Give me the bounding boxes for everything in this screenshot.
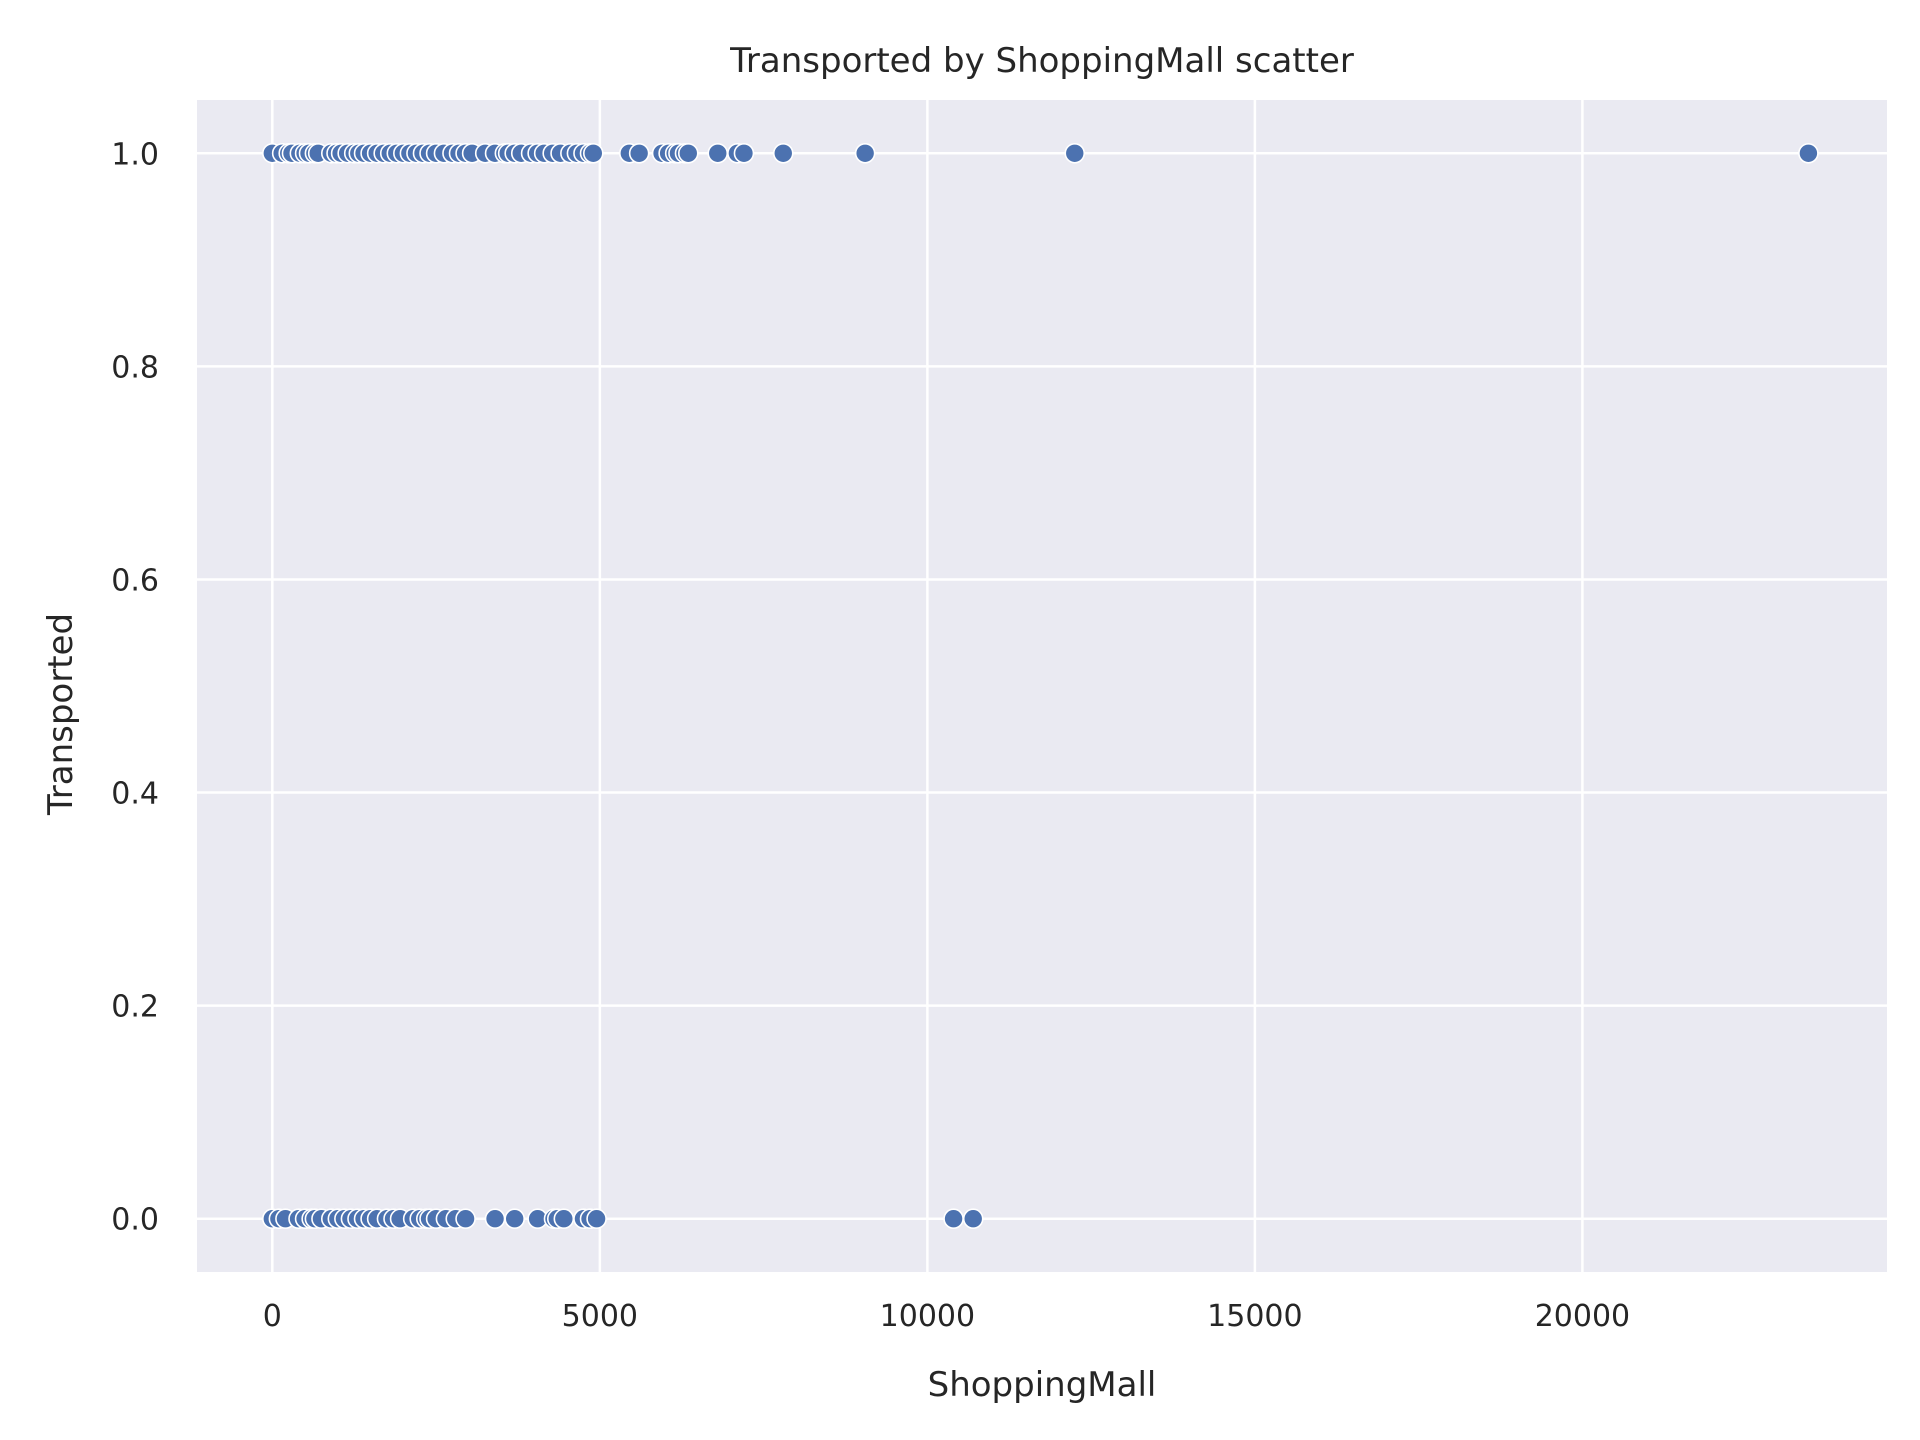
data-points	[262, 142, 1819, 1230]
data-point	[553, 1208, 575, 1230]
y-tick-label: 0.4	[111, 777, 159, 812]
plot-area	[197, 100, 1887, 1272]
x-tick-label: 10000	[880, 1299, 975, 1334]
data-point	[962, 1208, 984, 1230]
y-tick-labels: 0.0 0.2 0.4 0.6 0.8 1.0	[111, 137, 159, 1237]
y-axis-label: Transported	[41, 613, 81, 816]
data-point	[628, 142, 650, 164]
x-tick-label: 5000	[562, 1299, 638, 1334]
x-tick-label: 0	[263, 1299, 282, 1334]
x-tick-labels: 0 5000 10000 15000 20000	[263, 1299, 1630, 1334]
chart-title: Transported by ShoppingMall scatter	[729, 41, 1354, 81]
data-point	[943, 1208, 964, 1230]
data-point	[484, 1208, 506, 1230]
y-tick-label: 0.0	[111, 1203, 159, 1238]
y-tick-label: 1.0	[111, 137, 159, 172]
x-axis-label: ShoppingMall	[928, 1365, 1157, 1405]
x-tick-label: 20000	[1535, 1299, 1630, 1334]
data-point	[772, 142, 794, 164]
data-point	[854, 142, 876, 164]
y-tick-label: 0.6	[111, 563, 159, 598]
data-point	[707, 142, 729, 164]
y-tick-label: 0.8	[111, 350, 159, 385]
data-point	[1798, 142, 1819, 164]
data-point	[504, 1208, 525, 1230]
y-tick-label: 0.2	[111, 990, 159, 1025]
data-point	[582, 142, 604, 164]
data-point	[586, 1208, 607, 1230]
data-point	[677, 142, 699, 164]
x-tick-label: 15000	[1207, 1299, 1302, 1334]
data-point	[733, 142, 755, 164]
data-point	[455, 1208, 476, 1230]
data-point	[1064, 142, 1086, 164]
